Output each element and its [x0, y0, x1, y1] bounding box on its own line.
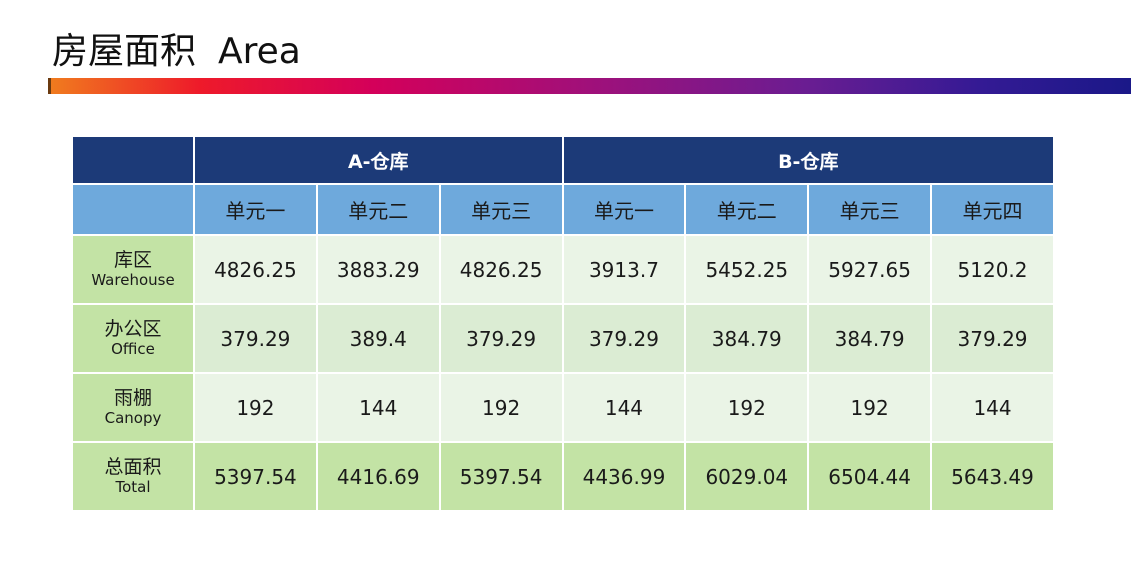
table-cell: 4826.25 — [440, 236, 562, 303]
area-table: A-仓库 B-仓库 单元一 单元二 单元三 单元一 单元二 单元三 单元四 库区… — [71, 135, 1055, 512]
row-label-en: Canopy — [104, 408, 162, 427]
table-cell: 5397.54 — [195, 443, 316, 510]
table-corner-cell — [73, 137, 193, 183]
table-row-office: 办公区 Office 379.29 389.4 379.29 379.29 38… — [73, 305, 1053, 372]
table-cell: 192 — [440, 374, 562, 441]
table-cell: 5397.54 — [440, 443, 562, 510]
table-cell: 384.79 — [809, 305, 931, 372]
table-cell: 5452.25 — [686, 236, 808, 303]
table-cell: 192 — [686, 374, 808, 441]
table-cell: 379.29 — [440, 305, 562, 372]
table-cell: 4416.69 — [317, 443, 439, 510]
table-cell: 5927.65 — [809, 236, 931, 303]
table-cell: 379.29 — [932, 305, 1053, 372]
title-english: Area — [218, 31, 301, 72]
unit-header: 单元一 — [195, 185, 316, 234]
row-label: 总面积 Total — [73, 443, 193, 510]
table-cell: 192 — [195, 374, 316, 441]
table-cell: 3913.7 — [563, 236, 685, 303]
table-cell: 384.79 — [686, 305, 808, 372]
table-cell: 4826.25 — [195, 236, 316, 303]
table-corner-cell-2 — [73, 185, 193, 234]
row-label-en: Office — [111, 339, 155, 358]
table-group-header-row: A-仓库 B-仓库 — [73, 137, 1053, 183]
table-cell: 6504.44 — [809, 443, 931, 510]
page-title: 房屋面积 Area — [52, 28, 301, 76]
row-label-zh: 库区 — [113, 248, 152, 271]
group-header-a: A-仓库 — [195, 137, 562, 183]
table-cell: 192 — [809, 374, 931, 441]
table-cell: 5643.49 — [932, 443, 1053, 510]
row-label-zh: 雨棚 — [113, 386, 152, 409]
unit-header: 单元二 — [317, 185, 439, 234]
row-label-zh: 总面积 — [104, 455, 162, 478]
title-chinese: 房屋面积 — [52, 31, 197, 72]
table-cell: 3883.29 — [317, 236, 439, 303]
table-cell: 4436.99 — [563, 443, 685, 510]
table-cell: 144 — [563, 374, 685, 441]
row-label: 雨棚 Canopy — [73, 374, 193, 441]
table-cell: 5120.2 — [932, 236, 1053, 303]
unit-header: 单元一 — [563, 185, 685, 234]
table-cell: 379.29 — [563, 305, 685, 372]
table-row-total: 总面积 Total 5397.54 4416.69 5397.54 4436.9… — [73, 443, 1053, 510]
table-cell: 379.29 — [195, 305, 316, 372]
unit-header: 单元三 — [809, 185, 931, 234]
group-header-b: B-仓库 — [563, 137, 1053, 183]
table-row-warehouse: 库区 Warehouse 4826.25 3883.29 4826.25 391… — [73, 236, 1053, 303]
row-label: 办公区 Office — [73, 305, 193, 372]
title-gradient-bar — [48, 78, 1131, 94]
table-cell: 389.4 — [317, 305, 439, 372]
unit-header: 单元四 — [932, 185, 1053, 234]
row-label-zh: 办公区 — [104, 317, 162, 340]
table-cell: 144 — [932, 374, 1053, 441]
table-cell: 6029.04 — [686, 443, 808, 510]
table-unit-header-row: 单元一 单元二 单元三 单元一 单元二 单元三 单元四 — [73, 185, 1053, 234]
table-row-canopy: 雨棚 Canopy 192 144 192 144 192 192 144 — [73, 374, 1053, 441]
row-label: 库区 Warehouse — [73, 236, 193, 303]
row-label-en: Warehouse — [91, 270, 175, 289]
unit-header: 单元二 — [686, 185, 808, 234]
unit-header: 单元三 — [440, 185, 562, 234]
table-cell: 144 — [317, 374, 439, 441]
row-label-en: Total — [115, 477, 151, 496]
